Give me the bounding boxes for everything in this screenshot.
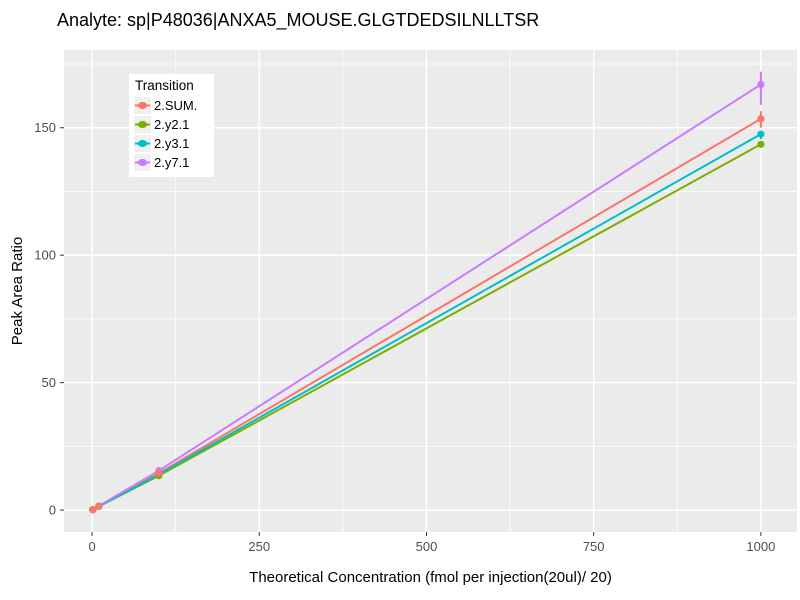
legend-key-icon: [134, 96, 151, 114]
x-tick-label: 250: [248, 539, 270, 554]
legend-item-2.SUM.: 2.SUM.: [134, 96, 209, 114]
legend-label: 2.y3.1: [154, 135, 190, 151]
legend-key-icon: [134, 115, 151, 133]
y-tick-label: 100: [34, 248, 56, 263]
data-point-2.y3.1: [757, 130, 765, 138]
x-tick-label: 1000: [746, 539, 775, 554]
chart-title: Analyte: sp|P48036|ANXA5_MOUSE.GLGTDEDSI…: [57, 10, 540, 30]
legend-key-icon: [134, 153, 151, 171]
legend-label: 2.y2.1: [154, 116, 190, 132]
legend: Transition 2.SUM. 2.y2.1 2.y3.1 2.y7.1: [129, 74, 214, 177]
data-point-2.SUM.: [89, 506, 97, 514]
data-point-2.SUM.: [155, 469, 163, 477]
data-point-2.SUM.: [95, 502, 103, 510]
x-tick-label: 500: [416, 539, 438, 554]
data-point-2.SUM.: [757, 115, 765, 123]
data-point-2.y7.1: [757, 80, 765, 89]
x-tick-label: 0: [88, 539, 95, 554]
data-point-2.y2.1: [757, 140, 765, 148]
legend-item-2.y7.1: 2.y7.1: [134, 153, 209, 171]
legend-label: 2.SUM.: [154, 97, 198, 113]
legend-item-2.y2.1: 2.y2.1: [134, 115, 209, 133]
x-tick-label: 750: [583, 539, 605, 554]
legend-title: Transition: [135, 78, 194, 93]
y-tick-label: 150: [34, 120, 56, 135]
legend-items: 2.SUM. 2.y2.1 2.y3.1 2.y7.1: [134, 96, 209, 171]
y-axis-title: Peak Area Ratio: [9, 236, 26, 346]
y-tick-label: 0: [49, 503, 56, 518]
legend-item-2.y3.1: 2.y3.1: [134, 134, 209, 152]
legend-label: 2.y7.1: [154, 154, 190, 170]
y-tick-label: 50: [42, 375, 56, 390]
x-axis-title: Theoretical Concentration (fmol per inje…: [249, 569, 612, 586]
legend-key-icon: [134, 134, 151, 152]
